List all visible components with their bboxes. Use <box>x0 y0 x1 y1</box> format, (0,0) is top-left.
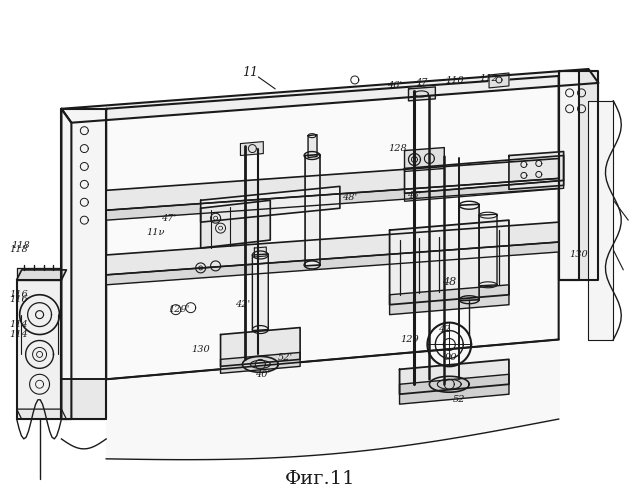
Text: 42': 42' <box>235 300 250 309</box>
Text: 52: 52 <box>453 394 465 404</box>
Polygon shape <box>220 352 300 374</box>
Text: 46': 46' <box>387 82 402 90</box>
Polygon shape <box>308 134 317 158</box>
Text: 40': 40' <box>255 370 270 379</box>
Polygon shape <box>252 254 268 330</box>
Polygon shape <box>479 214 497 286</box>
Polygon shape <box>558 71 599 280</box>
Text: Фиг.11: Фиг.11 <box>285 470 355 488</box>
Text: 47: 47 <box>415 78 427 88</box>
Polygon shape <box>61 69 599 122</box>
Polygon shape <box>106 158 558 210</box>
Polygon shape <box>254 247 266 257</box>
Text: 42: 42 <box>438 325 450 334</box>
Polygon shape <box>106 178 558 220</box>
Polygon shape <box>489 73 509 88</box>
Polygon shape <box>61 109 72 419</box>
Polygon shape <box>558 71 578 280</box>
Polygon shape <box>61 109 106 419</box>
Polygon shape <box>240 142 263 156</box>
Polygon shape <box>17 270 66 280</box>
Polygon shape <box>17 280 61 419</box>
Polygon shape <box>17 268 61 280</box>
Text: 128: 128 <box>388 144 407 153</box>
Text: 118: 118 <box>10 246 29 254</box>
Polygon shape <box>220 328 300 366</box>
Polygon shape <box>106 222 558 275</box>
Text: 90: 90 <box>445 353 458 362</box>
Polygon shape <box>404 148 444 172</box>
Polygon shape <box>509 152 564 190</box>
Text: 46': 46' <box>408 191 422 200</box>
Text: 114: 114 <box>10 320 29 329</box>
Text: 129: 129 <box>400 335 419 344</box>
Polygon shape <box>404 180 564 202</box>
Text: 52': 52' <box>277 353 293 362</box>
Polygon shape <box>399 374 509 404</box>
Polygon shape <box>61 380 106 419</box>
Polygon shape <box>106 76 558 380</box>
Text: 11: 11 <box>242 66 258 80</box>
Text: 110: 110 <box>445 76 464 86</box>
Polygon shape <box>201 200 270 248</box>
Text: 129': 129' <box>168 305 190 314</box>
Text: 116: 116 <box>10 295 29 304</box>
Text: 114: 114 <box>10 330 29 339</box>
Text: 47': 47' <box>161 214 176 222</box>
Text: 130: 130 <box>569 250 588 260</box>
Polygon shape <box>404 156 564 194</box>
Polygon shape <box>201 186 340 222</box>
Text: 11ν: 11ν <box>147 228 165 236</box>
Text: 118: 118 <box>12 240 31 250</box>
Polygon shape <box>106 242 558 285</box>
Polygon shape <box>390 220 509 304</box>
Polygon shape <box>305 154 320 266</box>
Polygon shape <box>399 360 509 394</box>
Polygon shape <box>459 204 479 300</box>
Text: 116: 116 <box>10 290 29 299</box>
Text: 112: 112 <box>480 74 498 84</box>
Text: 48: 48 <box>442 277 456 287</box>
Text: 48': 48' <box>343 193 357 202</box>
Polygon shape <box>589 101 613 340</box>
Polygon shape <box>408 87 435 101</box>
Polygon shape <box>390 285 509 314</box>
Polygon shape <box>17 409 66 419</box>
Text: 130: 130 <box>191 345 210 354</box>
